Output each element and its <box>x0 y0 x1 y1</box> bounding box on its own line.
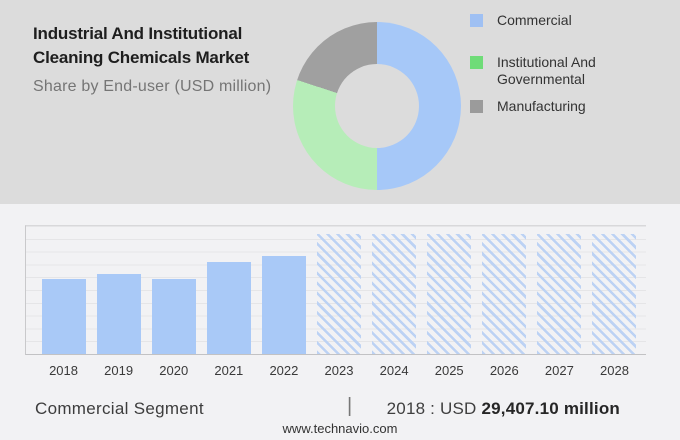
legend-item-commercial: Commercial <box>470 12 647 29</box>
value-bar-2020 <box>151 279 196 354</box>
bar-column-2024: 2024 <box>367 226 422 378</box>
x-axis-label-2027: 2027 <box>544 363 574 378</box>
x-axis-label-2023: 2023 <box>324 363 354 378</box>
highlight-value-prefix: 2018 : USD <box>386 399 477 418</box>
bar-column-2023: 2023 <box>311 226 366 378</box>
highlight-value: 2018 : USD 29,407.10 million <box>387 399 620 419</box>
value-bar-2021 <box>206 262 251 354</box>
manufacturing-swatch-icon <box>470 100 483 113</box>
x-axis-label-2019: 2019 <box>104 363 134 378</box>
page-title-line1: Industrial And Institutional <box>33 24 243 43</box>
bar-column-2021: 2021 <box>201 226 256 378</box>
donut-hole <box>335 64 419 148</box>
x-axis-label-2025: 2025 <box>434 363 464 378</box>
forecast-bar-2024 <box>372 234 417 354</box>
donut-chart <box>293 22 461 190</box>
legend-label: Institutional And Governmental <box>497 54 596 87</box>
legend-item-institutional-governmental: Institutional And Governmental <box>470 54 647 88</box>
legend: Commercial Institutional And Governmenta… <box>470 12 647 115</box>
bar-column-2019: 2019 <box>91 226 146 378</box>
x-axis-label-2018: 2018 <box>49 363 78 378</box>
legend-label: Manufacturing <box>497 98 586 114</box>
bar-column-2025: 2025 <box>422 226 477 378</box>
x-axis-label-2021: 2021 <box>214 363 244 378</box>
x-axis-label-2022: 2022 <box>269 363 299 378</box>
bar-column-2018: 2018 <box>36 226 91 378</box>
bar-column-2022: 2022 <box>256 226 311 378</box>
value-bar-2018 <box>41 279 86 354</box>
forecast-bar-2028 <box>592 234 637 354</box>
x-axis-label-2028: 2028 <box>600 363 629 378</box>
legend-item-manufacturing: Manufacturing <box>470 98 647 115</box>
page-title-line2: Cleaning Chemicals Market <box>33 48 250 67</box>
x-axis-label-2024: 2024 <box>379 363 409 378</box>
value-bar-2019 <box>96 274 141 354</box>
forecast-bar-2025 <box>427 234 472 354</box>
x-axis-label-2026: 2026 <box>489 363 519 378</box>
institutional-governmental-swatch-icon <box>470 56 483 69</box>
website-text: www.technavio.com <box>282 421 398 436</box>
bar-column-2026: 2026 <box>477 226 532 378</box>
segment-label: Commercial Segment <box>35 399 204 418</box>
forecast-bar-2027 <box>537 234 582 354</box>
bar-column-2028: 2028 <box>587 226 642 378</box>
forecast-bar-2026 <box>482 234 527 354</box>
commercial-swatch-icon <box>470 14 483 27</box>
footer-separator: | <box>347 395 353 417</box>
bar-chart-plot: 2018 2019 2020 2021 2022 2023 2024 2025 2026 2027… <box>25 225 646 378</box>
title-block: Industrial And Institutional Cleaning Ch… <box>33 22 283 97</box>
legend-label: Commercial <box>497 12 572 28</box>
value-bar-2022 <box>261 256 306 354</box>
bar-column-2027: 2027 <box>532 226 587 378</box>
bar-columns: 2018 2019 2020 2021 2022 2023 2024 2025 2026 2027… <box>26 226 646 378</box>
header-section: Industrial And Institutional Cleaning Ch… <box>0 0 680 204</box>
highlight-value-amount: 29,407.10 million <box>481 399 620 418</box>
page-subtitle: Share by End-user (USD million) <box>33 78 272 95</box>
x-axis-label-2020: 2020 <box>159 363 189 378</box>
bar-column-2020: 2020 <box>146 226 201 378</box>
forecast-bar-2023 <box>317 234 362 354</box>
